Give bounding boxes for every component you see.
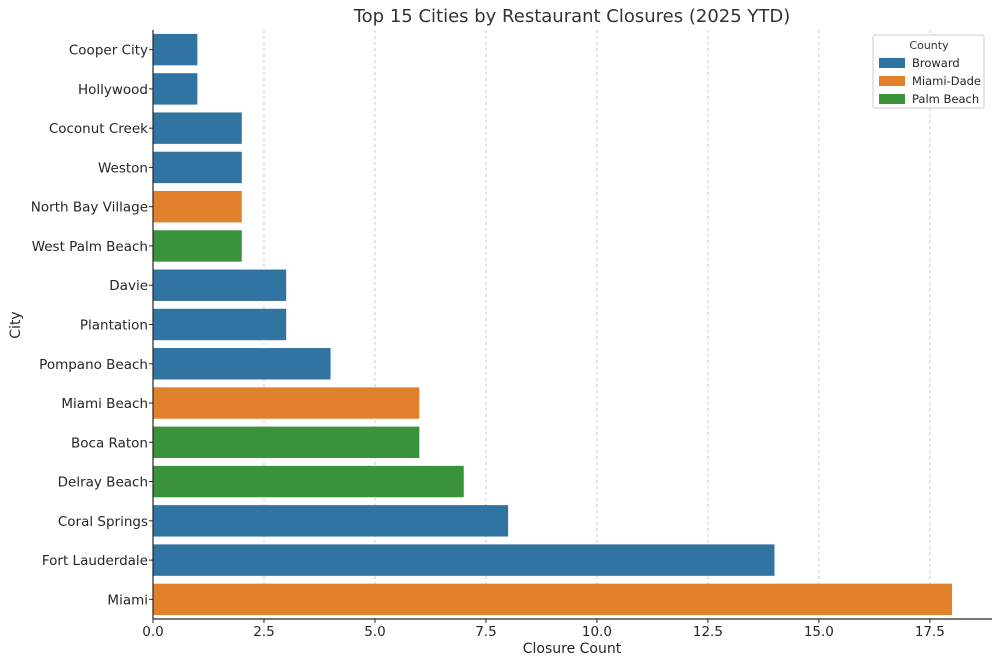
x-tick-label: 0.0	[142, 624, 163, 640]
legend-label: Broward	[912, 56, 960, 70]
legend-swatch	[879, 94, 905, 104]
bars	[153, 33, 953, 616]
bar	[153, 426, 420, 459]
y-tick-label: Miami Beach	[61, 396, 148, 412]
chart-title: Top 15 Cities by Restaurant Closures (20…	[353, 6, 791, 27]
y-tick-label: Coral Springs	[58, 514, 148, 530]
bar	[153, 73, 198, 105]
bar	[153, 505, 509, 537]
bar	[153, 230, 242, 262]
bar	[153, 151, 242, 184]
legend-swatch	[879, 76, 905, 86]
y-tick-label: Boca Raton	[71, 435, 148, 451]
y-tick-label: Fort Lauderdale	[42, 553, 148, 569]
x-tick-label: 15.0	[804, 624, 834, 640]
y-tick-label: Weston	[98, 160, 148, 176]
bar	[153, 190, 242, 223]
y-tick-label: Miami	[107, 592, 148, 608]
legend-swatch	[879, 58, 905, 68]
bar	[153, 33, 198, 66]
legend-items: Broward Miami-Dade Palm Beach	[879, 56, 981, 106]
legend-label: Miami-Dade	[912, 74, 981, 88]
legend-frame	[872, 34, 985, 109]
y-tick-label: Davie	[109, 278, 148, 294]
x-tick-label: 2.5	[253, 624, 274, 640]
x-axis-label: Closure Count	[523, 641, 622, 657]
y-tick-label: Delray Beach	[58, 475, 148, 491]
tick-labels: 0.0 2.5 5.0 7.5 10.0 12.5 15.0 17.5 Cooper City H…	[31, 43, 945, 640]
bar	[153, 269, 287, 301]
bar	[153, 583, 953, 616]
y-tick-label: Cooper City	[69, 43, 148, 59]
x-tick-label: 5.0	[364, 624, 385, 640]
legend-label: Palm Beach	[912, 92, 979, 106]
y-axis-label: City	[8, 311, 24, 338]
x-tick-label: 12.5	[693, 624, 723, 640]
bar	[153, 465, 464, 498]
x-tick-label: 7.5	[475, 624, 496, 640]
bar	[153, 112, 242, 144]
y-tick-label: Hollywood	[78, 82, 148, 98]
y-tick-label: Pompano Beach	[39, 357, 148, 373]
legend: County Broward Miami-Dade Palm Beach	[872, 34, 985, 109]
y-tick-label: Plantation	[80, 318, 148, 334]
y-tick-label: Coconut Creek	[49, 121, 148, 137]
bar	[153, 348, 331, 380]
y-tick-label: North Bay Village	[31, 200, 148, 216]
x-tick-label: 10.0	[582, 624, 612, 640]
bar	[153, 387, 420, 419]
bar	[153, 308, 287, 341]
y-tick-label: West Palm Beach	[32, 239, 148, 255]
bar	[153, 544, 775, 576]
legend-title: County	[909, 39, 949, 52]
x-tick-label: 17.5	[915, 624, 945, 640]
grid-lines	[263, 30, 931, 619]
